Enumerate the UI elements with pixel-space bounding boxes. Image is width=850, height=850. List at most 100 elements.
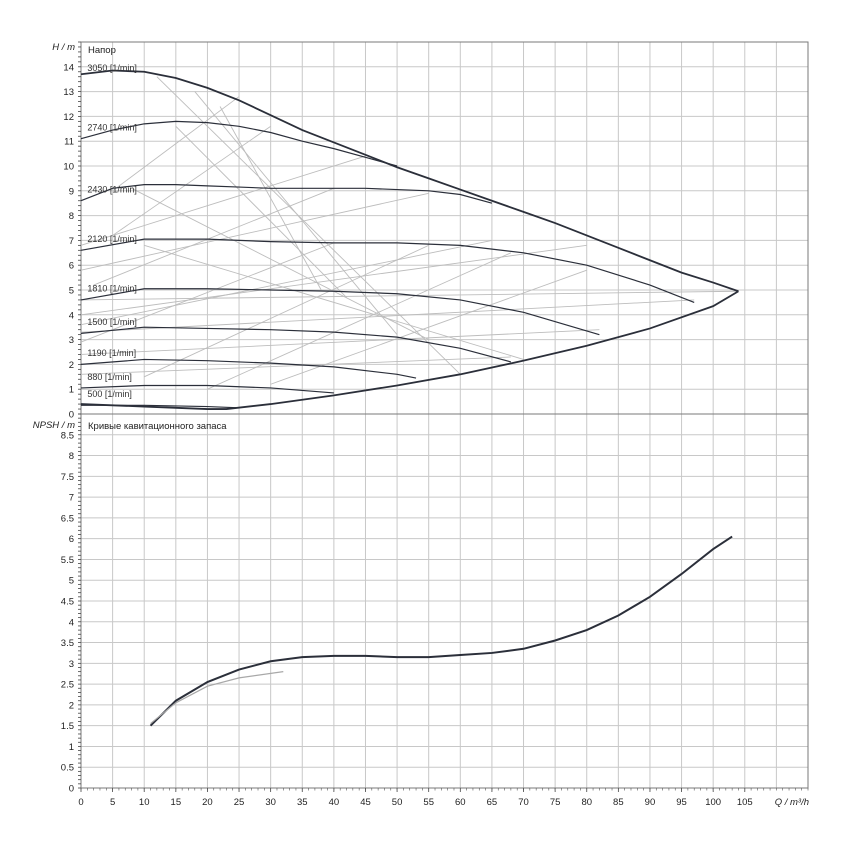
npsh-curve [149,535,733,727]
speed-curve [80,184,493,204]
y-tick-label: 3 [69,659,74,670]
y-tick-label: 7.5 [61,472,74,483]
y-tick-label: 9 [69,186,74,197]
efficiency-line [80,290,739,301]
x-tick-label: 75 [550,797,561,808]
y-tick-label: 2 [69,700,74,711]
grid [78,413,809,789]
y-tick-label: 14 [63,62,74,73]
y-tick-label: 3.5 [61,638,74,649]
y-tick-label: 11 [64,137,74,148]
speed-curve-label: 1500 [1/min] [87,317,137,327]
y-tick-label: 12 [63,112,74,123]
x-tick-label: 85 [613,797,624,808]
efficiency-line [175,126,347,298]
y-tick-label: 6.5 [61,513,74,524]
y-tick-label: 1 [69,385,74,396]
y-axis-label: H / m [52,42,75,53]
efficiency-line [219,106,322,291]
y-tick-label: 6 [69,534,74,545]
y-tick-labels: 0 0.5 1 1.5 2 2.5 3 3.5 4 4.5 5 5.5 6 6.5 7 7.5 8 8.5 [61,430,74,794]
speed-curve-label: 500 [1/min] [87,389,132,399]
speed-curve-label: 2430 [1/min] [87,185,137,195]
efficiency-line [144,244,524,360]
x-tick-label: 5 [110,797,115,808]
y-axis-label: NPSH / m [33,420,75,431]
efficiency-line [270,269,587,385]
y-tick-label: 0.5 [61,763,74,774]
speed-curve-label: 2120 [1/min] [87,234,137,244]
chart-title: Кривые кавитационного запаса [88,421,227,432]
speed-curve [80,358,417,379]
y-tick-label: 13 [63,87,74,98]
x-tick-label: 105 [737,797,753,808]
y-tick-label: 8 [69,451,74,462]
x-tick-label: 95 [676,797,687,808]
x-tick-label: 25 [234,797,245,808]
x-tick-label: 70 [518,797,529,808]
npsh-panel: 0 0.5 1 1.5 2 2.5 3 3.5 4 4.5 5 5.5 6 6.5 7 7.5 8 8.5 0 5 10… [33,413,809,808]
y-tick-label: 4.5 [61,597,74,608]
y-tick-label: 1.5 [61,721,74,732]
speed-curve [80,238,695,303]
speed-curve-label: 1190 [1/min] [87,348,136,358]
efficiency-line [80,356,511,375]
efficiency-line [156,76,461,375]
speed-curve-label: 3050 [1/min] [87,63,137,73]
y-tick-label: 5 [69,286,74,297]
speed-curve-label: 880 [1/min] [87,372,132,382]
x-tick-label: 45 [360,797,371,808]
y-tick-label: 4 [69,310,74,321]
x-tick-label: 90 [645,797,656,808]
efficiency-line [194,91,398,335]
y-tick-label: 6 [69,261,74,272]
x-tick-label: 10 [139,797,150,808]
x-tick-label: 40 [329,797,340,808]
x-tick-label: 20 [202,797,213,808]
y-tick-label: 5.5 [61,555,74,566]
efficiency-line [112,125,271,236]
efficiency-line [207,252,512,390]
y-tick-label: 4 [69,617,74,628]
y-tick-label: 3 [69,335,74,346]
y-tick-label: 7 [69,236,74,247]
x-tick-label: 55 [423,797,434,808]
efficiency-line [80,299,695,333]
npsh-series [149,535,733,727]
x-tick-label: 80 [581,797,592,808]
speed-curve-label: 1810 [1/min] [87,284,137,294]
grid [78,41,809,415]
speed-curves: 3050 [1/min] 2740 [1/min] 2430 [1/min] 2120… [80,63,739,409]
x-tick-label: 35 [297,797,308,808]
y-tick-label: 2 [69,360,74,371]
y-tick-label: 1 [69,742,74,753]
efficiency-lines [80,76,739,390]
speed-curve [80,120,398,167]
efficiency-line [80,155,366,246]
efficiency-line [80,239,493,326]
y-tick-label: 7 [69,493,74,504]
y-tick-label: 10 [63,162,74,173]
efficiency-line [112,96,240,192]
speed-curve-label: 2740 [1/min] [87,123,137,133]
speed-curve [80,326,512,363]
y-tick-label: 2.5 [61,680,74,691]
efficiency-line [144,244,429,378]
chart-title: Напор [88,45,116,56]
x-tick-labels: 0 5 10 15 20 25 30 35 40 45 50 55 60 65 70 75 80 85 90 95 10… [78,788,809,808]
speed-curve [80,384,334,394]
x-tick-label: 100 [705,797,721,808]
y-tick-label: 0 [69,410,74,421]
speed-curve [80,69,739,293]
speed-curve [80,288,600,336]
efficiency-line [93,187,335,286]
x-tick-label: 0 [78,797,83,808]
y-tick-label: 8 [69,211,74,222]
x-tick-label: 50 [392,797,403,808]
y-tick-label: 8.5 [61,430,74,441]
efficiency-line [80,242,335,343]
x-tick-label: 15 [171,797,182,808]
